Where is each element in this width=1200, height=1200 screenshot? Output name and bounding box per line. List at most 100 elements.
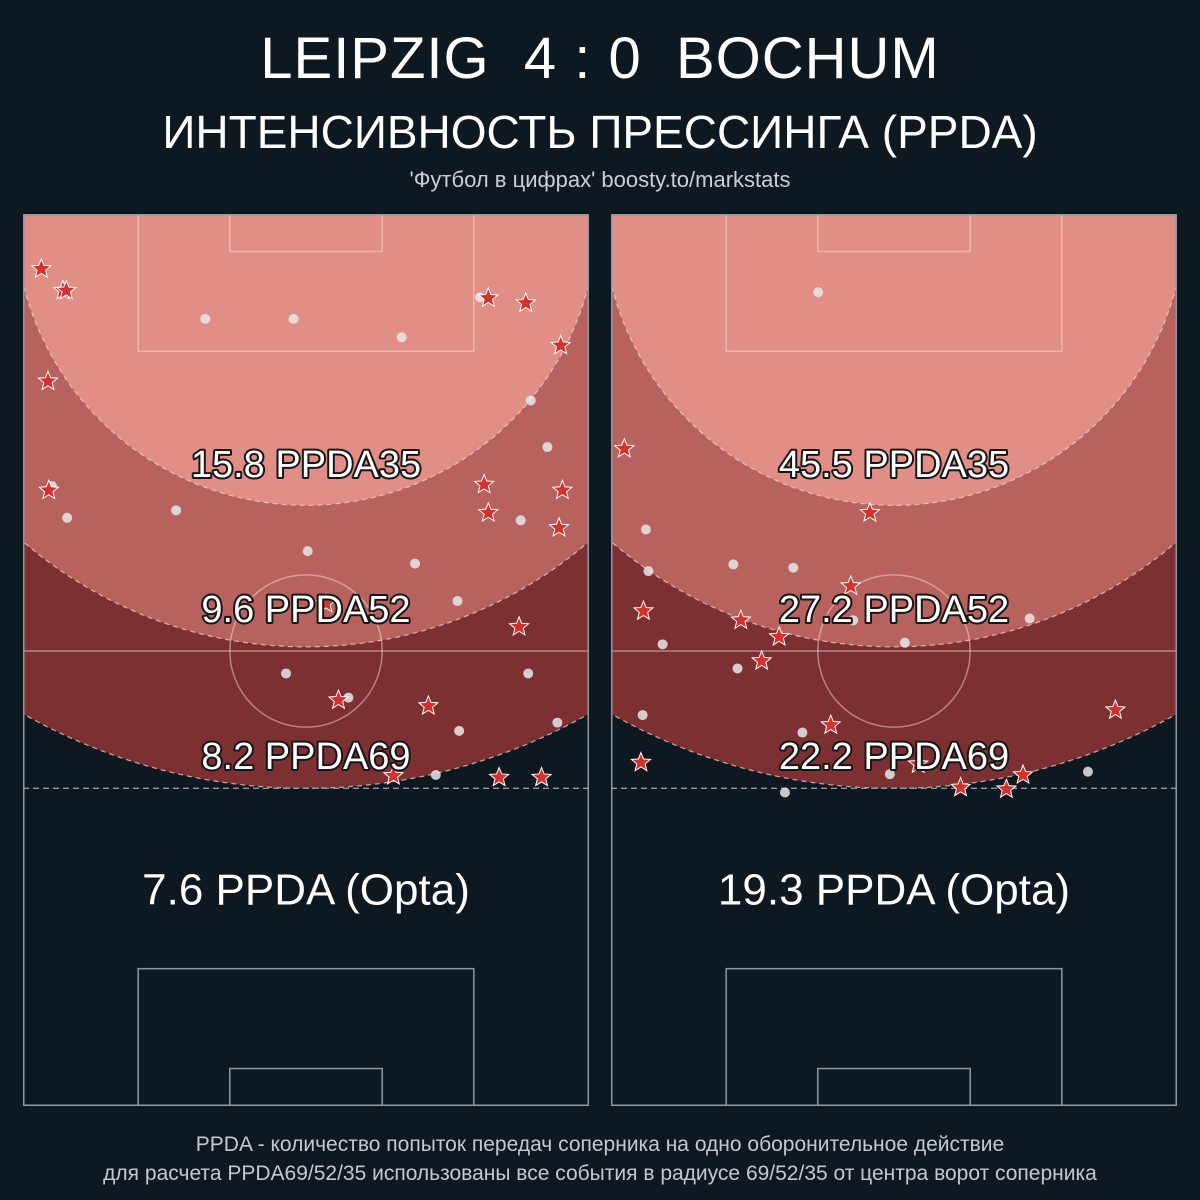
pitch-border (23, 214, 589, 1106)
opponent-pass-dot (728, 559, 739, 570)
opponent-pass-dot (171, 505, 182, 516)
opponent-pass-dot (523, 668, 534, 679)
penalty-box-bottom (725, 967, 1063, 1106)
defensive-action-star (514, 291, 537, 313)
defensive-action-star (839, 574, 862, 596)
defensive-action-star (995, 777, 1018, 799)
pitch-chart-leipzig: 15.8 PPDA35 9.6 PPDA52 8.2 PPDA69 7.6 PPDA … (23, 214, 589, 1106)
opponent-pass-dot (410, 558, 421, 569)
opponent-pass-dot (552, 717, 563, 728)
pitch-panel-bochum: 45.5 PPDA35 27.2 PPDA52 22.2 PPDA69 19.3 PP… (611, 214, 1177, 1106)
opponent-pass-dot (288, 313, 299, 324)
label-ppda52: 9.6 PPDA52 (201, 589, 410, 631)
defensive-action-star (30, 257, 53, 279)
defensive-action-star (530, 766, 553, 787)
opponent-pass-dot (640, 524, 651, 535)
source-credit: 'Футбол в цифрах' boosty.to/markstats (409, 167, 791, 192)
defensive-action-star (473, 473, 495, 494)
opponent-pass-dot (430, 770, 441, 781)
opponent-pass-dot (525, 395, 536, 406)
defensive-action-star (417, 694, 440, 716)
label-ppda35: 45.5 PPDA35 (779, 444, 1009, 486)
pitch-panel-leipzig: 15.8 PPDA35 9.6 PPDA52 8.2 PPDA69 7.6 PPDA … (23, 214, 589, 1106)
defensive-action-star (907, 752, 929, 774)
opponent-pass-dot (788, 562, 799, 573)
opponent-pass-dot (62, 512, 73, 523)
defensive-action-star (750, 649, 773, 671)
defensive-action-star (768, 625, 790, 647)
label-ppda69: 22.2 PPDA69 (779, 736, 1009, 778)
chart-subtitle: ИНТЕНСИВНОСТЬ ПРЕССИНГА (PPDA) (162, 106, 1038, 158)
center-circle (817, 574, 971, 728)
opponent-pass-dot (302, 546, 313, 557)
opponent-pass-dot (454, 725, 465, 736)
opponent-pass-dot (732, 663, 743, 674)
label-ppda69: 8.2 PPDA69 (201, 736, 410, 778)
defensive-action-star (315, 592, 337, 613)
defensive-action-star (549, 334, 572, 355)
match-title: LEIPZIG 4 : 0 BOCHUM (260, 26, 940, 91)
label-ppda-opta: 7.6 PPDA (Opta) (142, 866, 470, 915)
six-yard-box-top (229, 214, 383, 253)
label-ppda35: 15.8 PPDA35 (191, 444, 421, 486)
defensive-action-star (508, 615, 530, 637)
footer-line-2: для расчета PPDA69/52/35 использованы вс… (103, 1162, 1097, 1185)
defensive-action-star (477, 286, 500, 308)
opponent-pass-dot (1024, 613, 1035, 624)
opponent-pass-dot (779, 787, 790, 798)
defensive-action-star (819, 713, 842, 735)
pitch-layers (611, 214, 1177, 1106)
opponent-pass-dot (797, 727, 808, 738)
defensive-action-star (548, 516, 570, 537)
zone-ppda35 (23, 214, 589, 506)
defensive-action-star (1012, 763, 1034, 785)
opponent-pass-dot (200, 313, 211, 324)
opponent-pass-dot (637, 710, 648, 721)
defensive-action-star (382, 764, 405, 786)
defensive-action-star (37, 369, 59, 391)
defensive-action-star (630, 751, 652, 772)
opponent-pass-dot (657, 639, 668, 650)
penalty-box-bottom (137, 967, 475, 1106)
zone-ppda52-edge (611, 540, 1177, 648)
opponent-pass-dot (1082, 766, 1093, 777)
opponent-pass-dot (542, 442, 553, 453)
opponent-pass-dot (643, 566, 654, 577)
defensive-action-star (730, 608, 752, 630)
six-yard-box-top (817, 214, 971, 253)
label-ppda-opta: 19.3 PPDA (Opta) (718, 866, 1070, 915)
center-circle (229, 574, 383, 728)
opponent-pass-dot (884, 769, 895, 780)
opponent-pass-dot (396, 332, 407, 343)
defensive-action-star (55, 279, 78, 300)
opponent-pass-dot (343, 692, 354, 703)
defensive-action-star (859, 501, 881, 522)
six-yard-box-bottom (817, 1067, 971, 1106)
pitch-chart-bochum: 45.5 PPDA35 27.2 PPDA52 22.2 PPDA69 19.3 PP… (611, 214, 1177, 1106)
opponent-pass-dot (899, 637, 910, 648)
zone-ppda35 (611, 214, 1177, 506)
footer-line-1: PPDA - количество попыток передач соперн… (195, 1133, 1005, 1156)
defensive-action-star (327, 688, 350, 710)
penalty-box-top (137, 214, 475, 353)
six-yard-box-bottom (229, 1067, 383, 1106)
defensive-action-star (477, 501, 500, 522)
opponent-pass-dot (848, 615, 859, 626)
opponent-pass-dot (452, 596, 463, 607)
pitch-border (611, 214, 1177, 1106)
opponent-pass-dot (515, 515, 526, 526)
defensive-action-star (1104, 698, 1127, 720)
pitch-layers (23, 214, 589, 1106)
penalty-box-top (725, 214, 1063, 353)
footer-notes: PPDA - количество попыток передач соперн… (0, 1130, 1200, 1188)
label-ppda52: 27.2 PPDA52 (779, 589, 1009, 631)
defensive-action-star (551, 478, 574, 500)
defensive-action-star (38, 478, 60, 500)
defensive-action-star (488, 766, 510, 787)
defensive-action-star (632, 599, 655, 621)
zone-ppda52-edge (23, 540, 589, 648)
opponent-pass-dot (281, 668, 292, 679)
opponent-pass-dot (813, 287, 824, 298)
defensive-action-star (949, 776, 972, 797)
defensive-action-star (613, 437, 636, 458)
